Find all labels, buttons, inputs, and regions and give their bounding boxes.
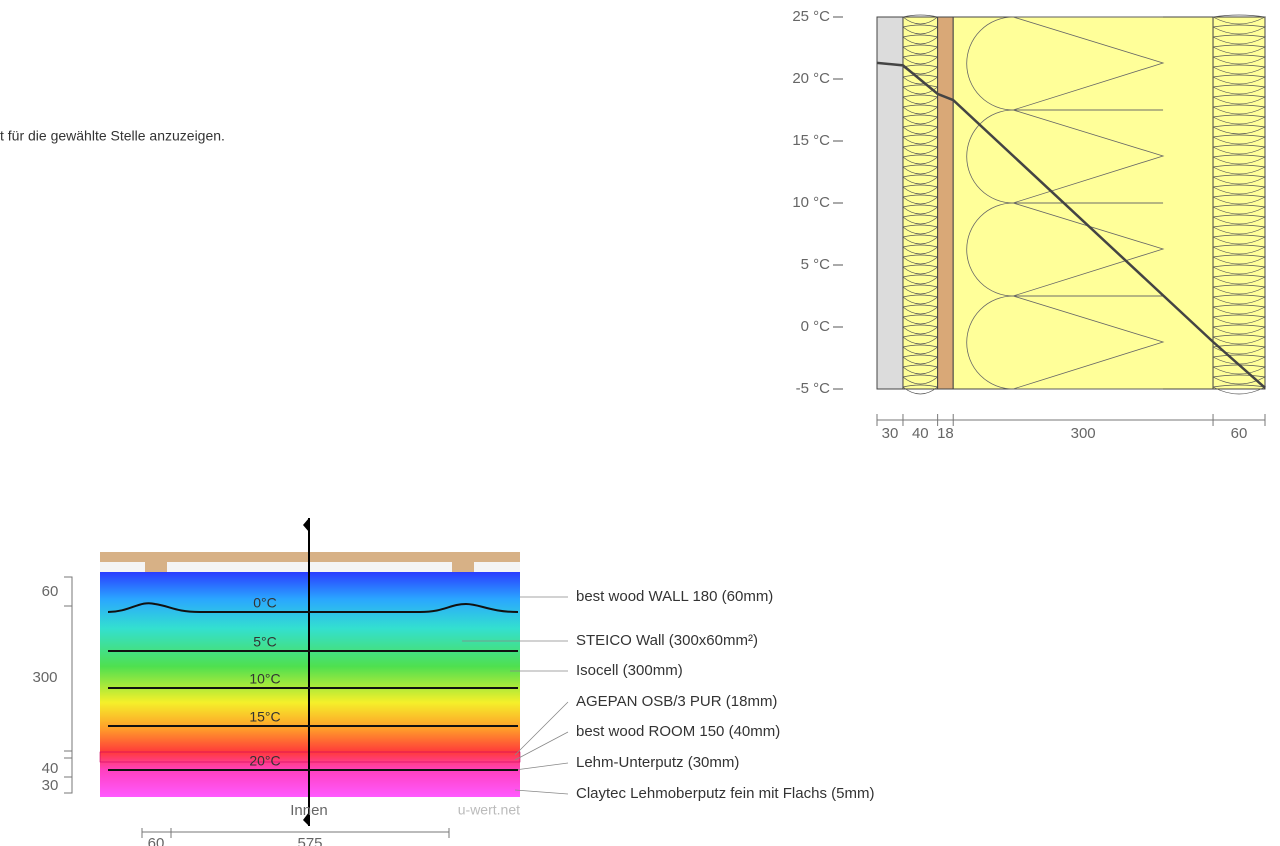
intro-text: t für die gewählte Stelle anzuzeigen. bbox=[0, 128, 225, 144]
layer-label: Claytec Lehmoberputz fein mit Flachs (5m… bbox=[576, 785, 874, 802]
insulation-pattern bbox=[966, 16, 1165, 111]
isotherm-label: 10°C bbox=[249, 671, 280, 687]
fibre-pattern bbox=[1212, 254, 1267, 265]
layer-width-label: 30 bbox=[882, 425, 899, 442]
left-dimension bbox=[64, 576, 73, 794]
fibre-pattern bbox=[1212, 44, 1267, 55]
fibre-pattern bbox=[1212, 224, 1267, 235]
layer-label: Lehm-Unterputz (30mm) bbox=[576, 754, 739, 771]
fibre-pattern bbox=[1212, 94, 1267, 105]
fibre-pattern bbox=[1212, 124, 1267, 135]
fibre-pattern bbox=[1212, 274, 1267, 285]
layer-width-label: 18 bbox=[937, 425, 954, 442]
fibre-pattern bbox=[1212, 314, 1267, 325]
insulation-pattern bbox=[966, 295, 1165, 390]
isotherm-label: 15°C bbox=[249, 709, 280, 725]
fibre-pattern bbox=[1212, 154, 1267, 165]
fibre-pattern bbox=[1212, 374, 1267, 385]
layer-label: best wood WALL 180 (60mm) bbox=[576, 588, 773, 605]
layer bbox=[937, 16, 954, 390]
y-tick-label: -5 °C bbox=[796, 380, 831, 397]
y-tick-label: 0 °C bbox=[801, 318, 831, 335]
layer bbox=[876, 16, 904, 390]
fibre-pattern bbox=[1212, 54, 1267, 65]
dimension-label: 40 bbox=[42, 760, 59, 777]
dimension-label: 60 bbox=[42, 583, 59, 600]
dimension-label: 300 bbox=[32, 669, 57, 686]
fibre-pattern bbox=[1212, 294, 1267, 305]
y-tick-label: 5 °C bbox=[801, 256, 831, 273]
fibre-pattern bbox=[1212, 344, 1267, 355]
fibre-pattern bbox=[1212, 34, 1267, 45]
fibre-pattern bbox=[1212, 194, 1267, 205]
fibre-pattern bbox=[1212, 164, 1267, 175]
fibre-pattern bbox=[1212, 284, 1267, 295]
fibre-pattern bbox=[1212, 104, 1267, 115]
layer-label: STEICO Wall (300x60mm²) bbox=[576, 632, 758, 649]
fibre-pattern bbox=[1212, 74, 1267, 85]
fibre-pattern bbox=[1212, 144, 1267, 155]
fibre-pattern bbox=[1212, 334, 1267, 345]
fibre-pattern bbox=[1212, 14, 1267, 25]
fibre-pattern bbox=[1212, 24, 1267, 35]
layer-width-label: 40 bbox=[912, 425, 929, 442]
fibre-pattern bbox=[1212, 364, 1267, 375]
layer-label: Isocell (300mm) bbox=[576, 662, 683, 679]
temperature-curve bbox=[876, 61, 1266, 389]
insulation-pattern bbox=[966, 202, 1165, 297]
layer-width-label: 60 bbox=[1231, 425, 1248, 442]
isotherm bbox=[107, 602, 519, 613]
dimension-label: 575 bbox=[297, 835, 322, 846]
leader-lines bbox=[462, 596, 569, 795]
layer-width-label: 300 bbox=[1071, 425, 1096, 442]
fibre-pattern bbox=[1212, 114, 1267, 125]
fibre-pattern bbox=[1212, 184, 1267, 195]
isotherm-label: 20°C bbox=[249, 753, 280, 769]
fibre-pattern bbox=[1212, 84, 1267, 95]
fibre-pattern bbox=[1212, 234, 1267, 245]
layer-label: AGEPAN OSB/3 PUR (18mm) bbox=[576, 693, 777, 710]
bottom-dimension bbox=[141, 828, 450, 838]
fibre-pattern bbox=[1212, 64, 1267, 75]
wall-section: 0°C 5°C 10°C 15°C 20°C best wood WALL 180 (60… bbox=[32, 518, 874, 846]
fibre-pattern bbox=[1212, 304, 1267, 315]
fibre-pattern bbox=[1212, 264, 1267, 275]
insulation-pattern bbox=[966, 109, 1165, 204]
fibre-pattern bbox=[1212, 134, 1267, 145]
batten bbox=[452, 562, 474, 572]
y-tick-label: 15 °C bbox=[792, 132, 830, 149]
fibre-pattern bbox=[1212, 204, 1267, 215]
layer bbox=[902, 16, 939, 390]
temperature-chart: 30 40 18 300 60 25 °C 20 °C 15 °C 10 °C 5 °C 0 °C -… bbox=[792, 8, 1267, 442]
y-tick-label: 20 °C bbox=[792, 70, 830, 87]
fibre-pattern bbox=[1212, 324, 1267, 335]
watermark: u-wert.net bbox=[458, 802, 520, 818]
fibre-pattern bbox=[1212, 244, 1267, 255]
fibre-pattern bbox=[1212, 174, 1267, 185]
layer-label: best wood ROOM 150 (40mm) bbox=[576, 723, 780, 740]
fibre-pattern bbox=[1212, 214, 1267, 225]
isotherm-label: 5°C bbox=[253, 634, 277, 650]
inside-label: Innen bbox=[290, 802, 328, 819]
dimension-label: 30 bbox=[42, 777, 59, 794]
layer bbox=[1212, 16, 1266, 390]
dimension-label: 60 bbox=[148, 835, 165, 846]
batten bbox=[145, 562, 167, 572]
y-tick-label: 25 °C bbox=[792, 8, 830, 25]
isotherm-label: 0°C bbox=[253, 595, 277, 611]
y-tick-label: 10 °C bbox=[792, 194, 830, 211]
